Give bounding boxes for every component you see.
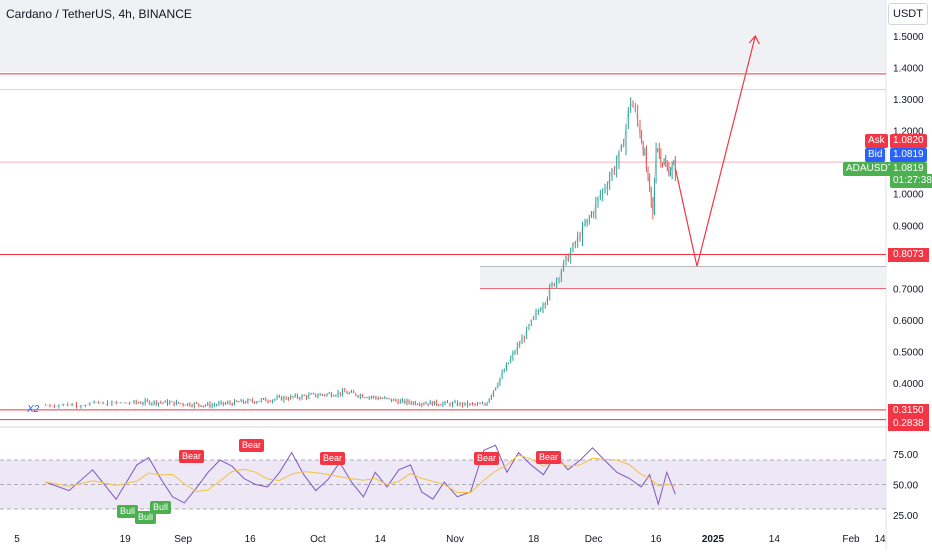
rsi-tick-label: 25.00 <box>893 511 918 522</box>
countdown-tag: 01:27:38 <box>890 174 932 188</box>
time-tick-label: 2025 <box>702 534 725 545</box>
time-tick-label: 16 <box>245 534 257 545</box>
time-tick-label: Nov <box>446 534 464 545</box>
support-zone <box>480 266 886 289</box>
time-tick-label: Sep <box>174 534 192 545</box>
time-tick-label: 16 <box>651 534 663 545</box>
chart-title: Cardano / TetherUS, 4h, BINANCE <box>6 7 192 21</box>
time-tick-label: Dec <box>585 534 603 545</box>
ask-value: 1.0820 <box>890 134 927 148</box>
x2-label: X2 <box>27 404 40 415</box>
price-tick-label: 1.5000 <box>893 32 924 43</box>
price-tick-label: 0.9000 <box>893 221 924 232</box>
symbol-tag: ADAUSDT <box>843 162 897 176</box>
ask-label: Ask <box>865 134 888 148</box>
bear-signal: Bear <box>179 450 205 463</box>
projection-arrowhead <box>748 34 760 45</box>
rsi-tick-label: 75.00 <box>893 450 918 461</box>
time-tick-label: Oct <box>310 534 326 545</box>
bear-signal: Bear <box>474 452 500 465</box>
level-high-tag: 0.8073 <box>888 248 929 262</box>
bull-signal: Bull <box>135 511 157 524</box>
bid-label: Bid <box>865 148 886 162</box>
time-tick-label: 14 <box>769 534 781 545</box>
price-tick-label: 0.6000 <box>893 316 924 327</box>
bear-signal: Bear <box>239 439 265 452</box>
price-tick-label: 0.4000 <box>893 379 924 390</box>
rsi-ma-line <box>45 454 676 493</box>
time-tick-label: 19 <box>120 534 132 545</box>
currency-selector[interactable]: USDT <box>888 3 928 25</box>
time-tick-label: 5 <box>14 534 20 545</box>
bear-signal: Bear <box>320 452 346 465</box>
price-tick-label: 0.5000 <box>893 347 924 358</box>
bid-value: 1.0819 <box>890 148 927 162</box>
rsi-tick-label: 50.00 <box>893 481 918 492</box>
time-tick-label: Feb <box>842 534 860 545</box>
price-tick-label: 1.3000 <box>893 95 924 106</box>
time-tick-label: 18 <box>528 534 540 545</box>
time-tick-label: 14 <box>874 534 886 545</box>
price-line <box>45 102 676 408</box>
price-tick-label: 1.0000 <box>893 190 924 201</box>
upper-zone <box>0 0 886 72</box>
bull-signal: Bull <box>117 505 139 518</box>
price-tick-label: 0.7000 <box>893 284 924 295</box>
time-tick-label: 14 <box>375 534 387 545</box>
bull-signal: Bull <box>150 501 172 514</box>
rsi-line <box>45 444 676 506</box>
bear-signal: Bear <box>536 451 562 464</box>
projection-line <box>674 35 756 267</box>
last-price-tag: 1.0819 <box>890 162 927 176</box>
level-low2-tag: 0.2838 <box>888 417 929 431</box>
price-tick-label: 1.2000 <box>893 127 924 138</box>
price-tick-label: 1.4000 <box>893 64 924 75</box>
level-low-tag: 0.3150 <box>888 404 929 418</box>
